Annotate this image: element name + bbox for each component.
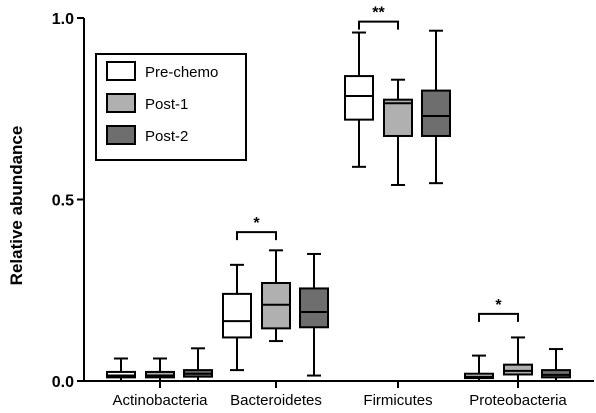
significance-bracket	[236, 231, 277, 241]
box-iqr	[421, 89, 451, 137]
y-axis-title: Relative abundance	[7, 126, 26, 286]
box-iqr	[541, 369, 571, 379]
significance-bracket	[358, 20, 399, 30]
y-tick-label: 0.5	[52, 193, 74, 210]
x-tick-label: Firmicutes	[363, 392, 432, 408]
legend-label: Pre-chemo	[145, 64, 218, 81]
box-iqr	[344, 75, 374, 121]
legend-swatch	[106, 125, 136, 145]
box-iqr	[222, 292, 252, 339]
significance-bracket	[478, 312, 519, 322]
legend-swatch	[106, 93, 136, 113]
x-tick-label: Actinobacteria	[112, 392, 208, 408]
box-iqr	[503, 363, 533, 376]
legend-label: Post-1	[145, 96, 188, 113]
y-tick-label: 0.0	[52, 374, 74, 391]
x-tick-label: Bacteroidetes	[230, 392, 322, 408]
y-tick-label: 1.0	[52, 11, 74, 28]
significance-marker: *	[253, 215, 260, 232]
significance-marker: *	[495, 297, 502, 314]
box-iqr	[383, 98, 413, 137]
x-tick-label: Proteobacteria	[469, 392, 567, 408]
legend-label: Post-2	[145, 128, 188, 145]
significance-marker: **	[372, 5, 385, 22]
box-iqr	[299, 287, 329, 329]
legend-swatch	[106, 61, 136, 81]
